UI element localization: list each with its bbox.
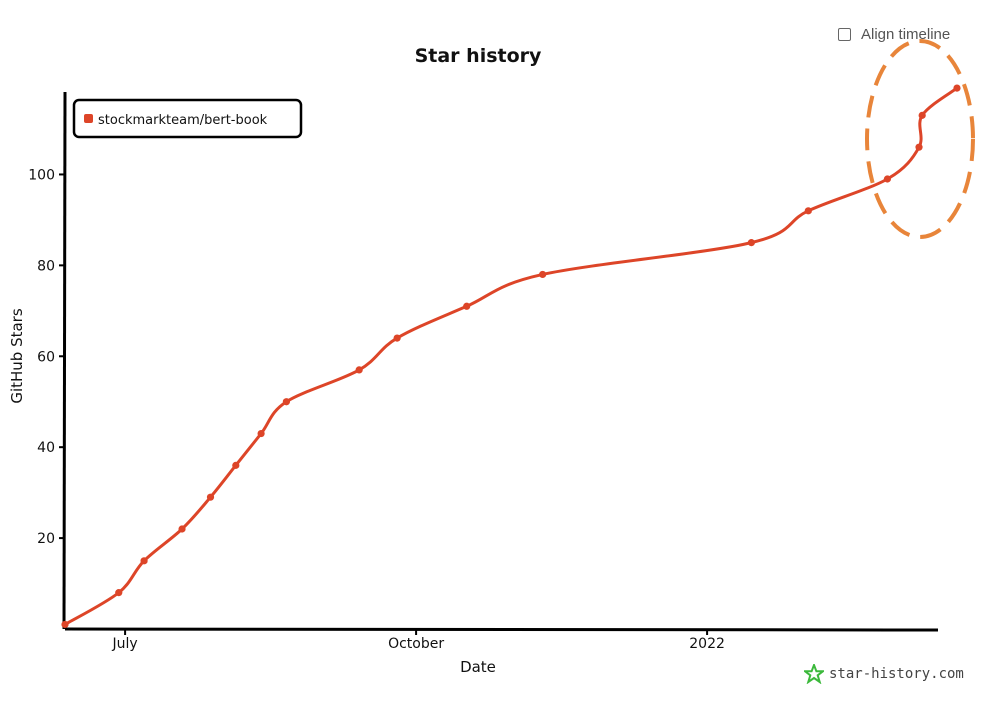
y-axis-line <box>62 91 67 630</box>
y-axis-label: GitHub Stars <box>8 308 26 404</box>
align-timeline-checkbox[interactable] <box>838 28 851 41</box>
data-point <box>539 270 547 279</box>
data-point <box>915 143 923 151</box>
data-point <box>140 557 148 565</box>
series-line <box>63 86 959 626</box>
y-tick-label: 60 <box>37 349 55 365</box>
brand-text: star-history.com <box>829 666 964 682</box>
data-point <box>178 525 186 533</box>
highlight-annotation-ellipse <box>865 39 975 239</box>
data-point <box>747 239 755 247</box>
align-timeline-toggle[interactable]: Align timeline <box>838 26 950 43</box>
data-point <box>393 334 401 342</box>
data-point <box>355 366 363 374</box>
y-tick-label: 100 <box>28 167 55 183</box>
align-timeline-label: Align timeline <box>861 26 951 43</box>
data-point <box>257 429 265 438</box>
star-logo-icon <box>804 664 824 684</box>
y-tick-label: 80 <box>37 258 55 274</box>
x-axis-ticks: July October 2022 <box>112 629 725 652</box>
data-point <box>804 207 812 215</box>
data-point <box>206 493 215 501</box>
x-tick-label: 2022 <box>689 636 725 652</box>
data-point <box>232 461 240 469</box>
data-point <box>883 175 891 183</box>
series-layer <box>61 84 961 629</box>
data-point <box>953 84 961 92</box>
y-tick-label: 20 <box>37 531 55 547</box>
data-point <box>61 620 69 629</box>
brand-watermark[interactable]: star-history.com <box>804 664 964 684</box>
x-tick-label: October <box>388 636 444 652</box>
legend-box <box>72 98 303 139</box>
x-axis-line <box>64 627 939 632</box>
x-tick-label: July <box>112 636 138 652</box>
x-axis-label: Date <box>460 658 496 676</box>
legend: stockmarkteam/bert-book <box>72 98 303 139</box>
data-point <box>463 302 471 310</box>
legend-label: stockmarkteam/bert-book <box>98 113 268 128</box>
y-tick-label: 40 <box>37 440 55 456</box>
legend-swatch <box>84 114 93 123</box>
y-axis-ticks: 20 40 60 80 100 <box>28 167 65 547</box>
chart-title: Star history <box>415 45 542 67</box>
data-point <box>282 398 291 406</box>
data-point <box>918 111 926 119</box>
data-point <box>115 589 123 597</box>
